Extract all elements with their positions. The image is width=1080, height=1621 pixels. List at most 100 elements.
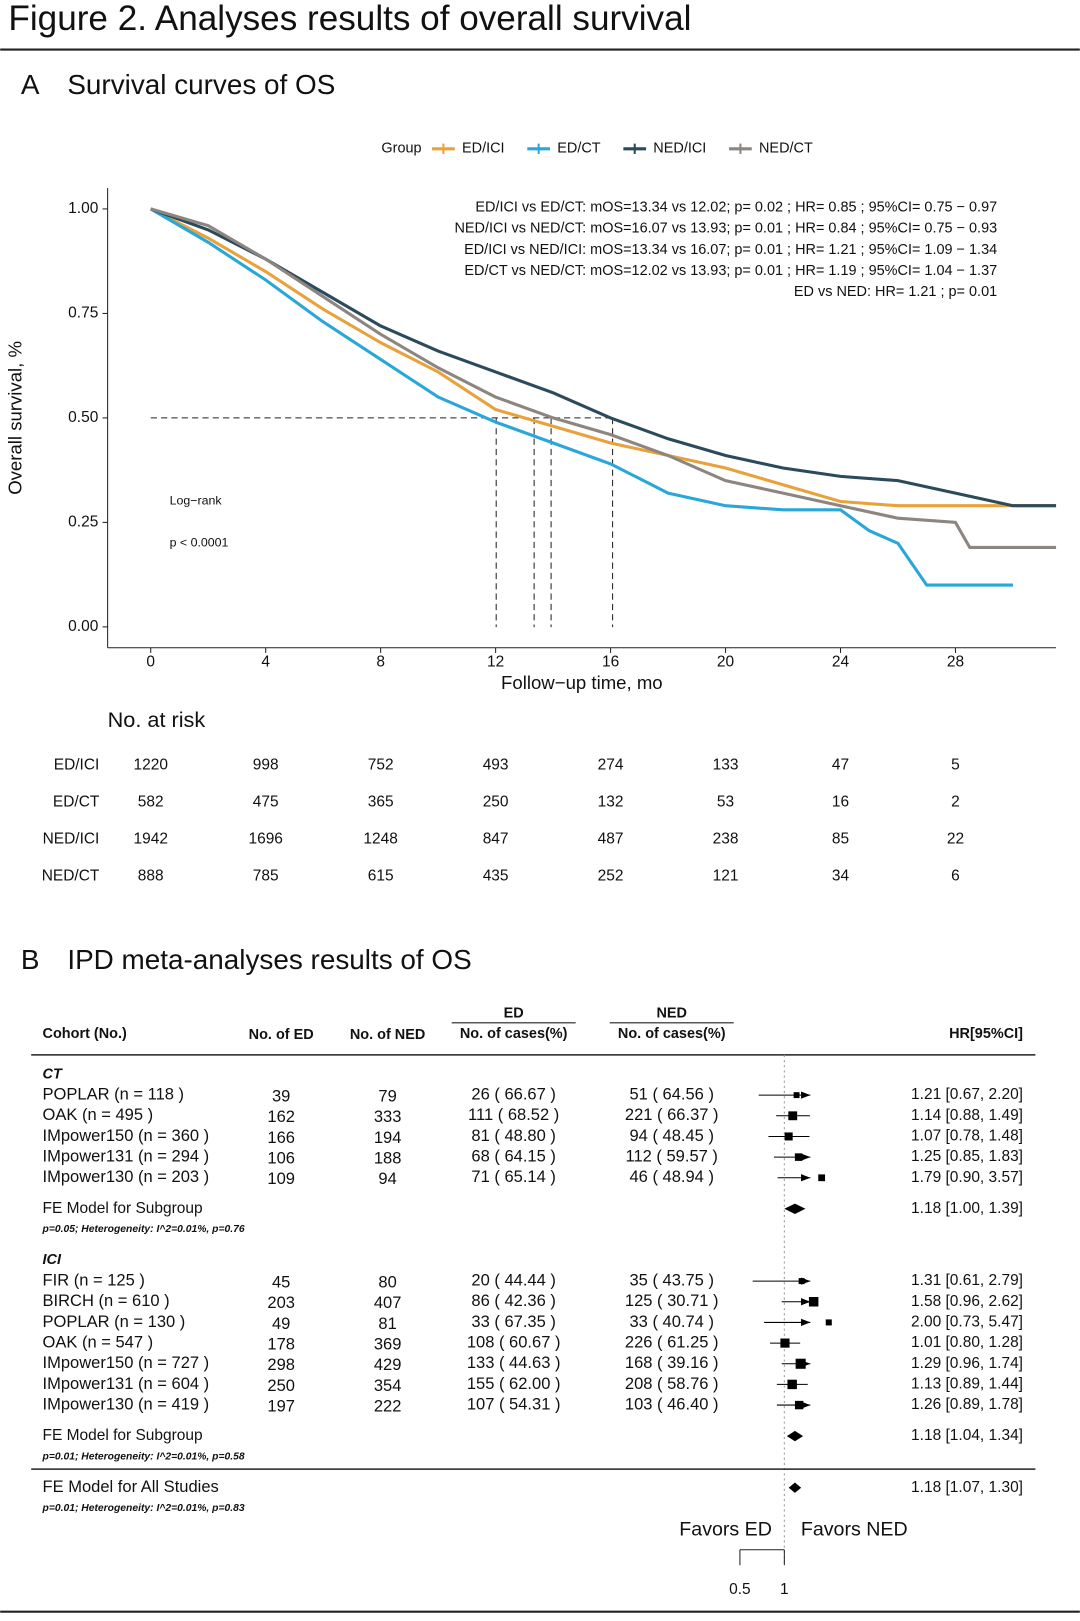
- summary-label: FE Model for Subgroup: [43, 1200, 203, 1217]
- summary-diamond: [788, 1482, 802, 1493]
- risk-count: 493: [483, 757, 509, 774]
- cohort: IMpower131 (n = 294 ): [43, 1146, 210, 1165]
- n-ed: 162: [267, 1107, 295, 1126]
- hr-box: [780, 1338, 790, 1348]
- risk-count: 16: [832, 794, 849, 811]
- n-ned: 80: [378, 1273, 396, 1292]
- cohort: FIR (n = 125 ): [43, 1270, 145, 1289]
- ci-arrow: [801, 1091, 811, 1099]
- ed-cases: 133 ( 44.63 ): [467, 1353, 561, 1372]
- favors-right: Favors NED: [801, 1518, 908, 1540]
- legend-title: Group: [381, 141, 421, 157]
- n-ned: 188: [374, 1149, 402, 1168]
- ned-cases: 94 ( 48.45 ): [629, 1126, 713, 1145]
- risk-count: 85: [832, 830, 849, 847]
- risk-count: 22: [947, 830, 964, 847]
- cohort: IMpower150 (n = 727 ): [43, 1353, 210, 1372]
- hr-text: 1.25 [0.85, 1.83]: [911, 1148, 1023, 1165]
- hr-text: 2.00 [0.73, 5.47]: [911, 1314, 1023, 1331]
- risk-count: 582: [138, 794, 164, 811]
- hr-text: 1.13 [0.89, 1.44]: [911, 1376, 1023, 1393]
- cohort: POPLAR (n = 118 ): [43, 1084, 185, 1103]
- y-tick-label: 1.00: [68, 200, 98, 217]
- risk-table-title: No. at risk: [108, 707, 206, 732]
- ed-cases: 107 ( 54.31 ): [467, 1394, 561, 1413]
- figure-title: Figure 2. Analyses results of overall su…: [8, 0, 691, 38]
- hr-box: [787, 1379, 797, 1390]
- risk-count: 435: [483, 867, 509, 884]
- overall-stats: p=0.01; Heterogeneity: I^2=0.01%, p=0.83: [42, 1503, 245, 1514]
- summary-stats: p=0.05; Heterogeneity: I^2=0.01%, p=0.76: [42, 1224, 245, 1235]
- hr-box: [798, 1278, 805, 1285]
- favors-left: Favors ED: [679, 1518, 772, 1540]
- x-tick-label: 12: [487, 653, 504, 670]
- risk-count: 238: [713, 830, 739, 847]
- panel-letter: A: [21, 69, 40, 100]
- summary-stats: p=0.01; Heterogeneity: I^2=0.01%, p=0.58: [42, 1451, 245, 1462]
- group-name: ICI: [43, 1252, 62, 1268]
- hr-text: 1.14 [0.88, 1.49]: [911, 1107, 1023, 1124]
- ned-cases: 51 ( 64.56 ): [629, 1084, 713, 1103]
- legend-label: NED/CT: [759, 141, 813, 157]
- risk-group: ED/ICI: [54, 757, 100, 774]
- risk-count: 752: [368, 757, 394, 774]
- ned-cases: 125 ( 30.71 ): [625, 1291, 719, 1310]
- hr-text: 1.29 [0.96, 1.74]: [911, 1355, 1023, 1372]
- test-p: p < 0.0001: [170, 536, 229, 550]
- x-tick-label: 4: [261, 653, 270, 670]
- risk-group: NED/CT: [42, 867, 100, 884]
- legend-label: ED/CT: [557, 141, 601, 157]
- risk-count: 274: [598, 757, 624, 774]
- n-ed: 49: [272, 1314, 290, 1333]
- hr-text: 1.26 [0.89, 1.78]: [911, 1396, 1023, 1413]
- n-ned: 407: [374, 1293, 402, 1312]
- cohort: OAK (n = 495 ): [43, 1105, 154, 1124]
- col-header: NED: [656, 1005, 687, 1021]
- panel-letter: B: [21, 944, 40, 975]
- risk-count: 365: [368, 794, 394, 811]
- ned-cases: 226 ( 61.25 ): [625, 1332, 719, 1351]
- ed-cases: 68 ( 64.15 ): [471, 1146, 555, 1165]
- risk-count: 252: [598, 867, 624, 884]
- n-ed: 203: [267, 1293, 295, 1312]
- risk-group: NED/ICI: [43, 830, 100, 847]
- risk-count: 1696: [248, 830, 282, 847]
- y-tick-label: 0.00: [68, 618, 98, 635]
- cohort: OAK (n = 547 ): [43, 1332, 154, 1351]
- risk-count: 475: [253, 794, 279, 811]
- y-tick-label: 0.25: [68, 513, 98, 530]
- ned-cases: 168 ( 39.16 ): [625, 1353, 719, 1372]
- ci-arrow: [801, 1401, 811, 1409]
- col-header: ED: [504, 1005, 524, 1021]
- survival-curve: [150, 207, 1057, 508]
- n-ed: 178: [267, 1335, 295, 1354]
- n-ed: 45: [272, 1273, 290, 1292]
- annotation: NED/ICI vs NED/CT: mOS=16.07 vs 13.93; p…: [454, 221, 997, 237]
- x-tick-label: 1: [780, 1581, 789, 1598]
- risk-count: 5: [951, 757, 960, 774]
- x-tick-label: 0.5: [729, 1581, 751, 1598]
- cohort: IMpower131 (n = 604 ): [43, 1374, 210, 1393]
- ned-cases: 112 ( 59.57 ): [626, 1146, 718, 1165]
- ed-cases: 155 ( 62.00 ): [467, 1374, 561, 1393]
- overall-label: FE Model for All Studies: [43, 1477, 219, 1496]
- risk-count: 132: [598, 794, 624, 811]
- hr-text: 1.07 [0.78, 1.48]: [911, 1128, 1023, 1145]
- ed-cases: 33 ( 67.35 ): [471, 1312, 555, 1331]
- risk-count: 6: [951, 867, 960, 884]
- hr-box: [808, 1297, 819, 1307]
- hr-box: [825, 1319, 832, 1326]
- risk-count: 47: [832, 757, 849, 774]
- annotation: ED/CT vs NED/CT: mOS=12.02 vs 13.93; p= …: [464, 263, 997, 279]
- hr-box: [788, 1111, 798, 1121]
- col-header: No. of ED: [249, 1027, 314, 1043]
- cohort: IMpower150 (n = 360 ): [43, 1126, 210, 1145]
- annotation: ED/ICI vs ED/CT: mOS=13.34 vs 12.02; p= …: [475, 199, 997, 215]
- n-ed: 106: [267, 1149, 295, 1168]
- group-name: CT: [43, 1066, 63, 1082]
- risk-count: 250: [483, 794, 509, 811]
- annotation: ED vs NED: HR= 1.21 ; p= 0.01: [794, 284, 997, 300]
- summary-label: FE Model for Subgroup: [43, 1427, 203, 1444]
- hr-text: 1.18 [1.04, 1.34]: [911, 1427, 1023, 1444]
- hr-box: [795, 1358, 806, 1369]
